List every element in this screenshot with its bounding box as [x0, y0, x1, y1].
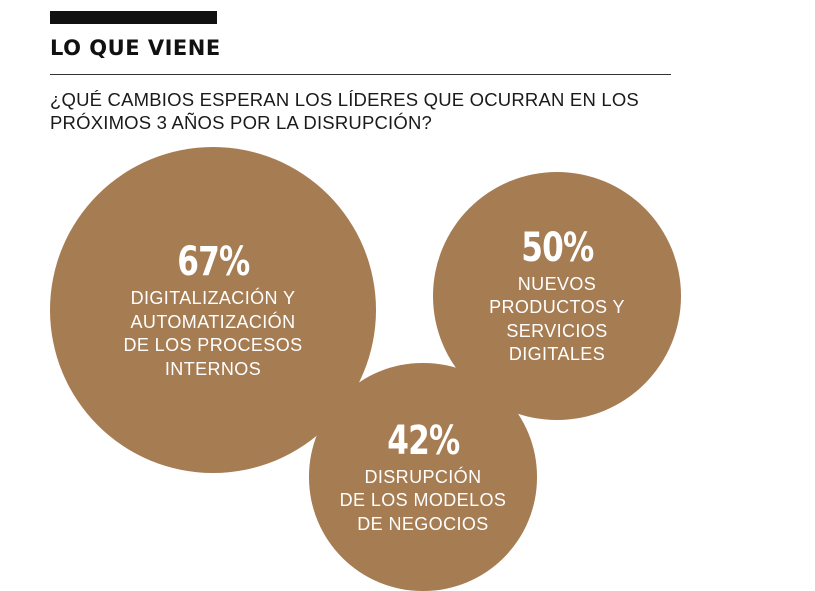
bubble-nuevos-productos: 50% NUEVOS PRODUCTOS Y SERVICIOS DIGITAL… [433, 172, 681, 420]
bubble-label: NUEVOS PRODUCTOS Y SERVICIOS DIGITALES [489, 273, 625, 365]
bubble-value: 67% [176, 239, 250, 285]
bubble-value: 50% [520, 224, 594, 271]
bubble-value: 42% [386, 417, 460, 464]
divider [50, 74, 671, 75]
chart-question: ¿QUÉ CAMBIOS ESPERAN LOS LÍDERES QUE OCU… [50, 89, 639, 133]
bubble-label: DISRUPCIÓN DE LOS MODELOS DE NEGOCIOS [339, 466, 507, 534]
bubble-label: DIGITALIZACIÓN Y AUTOMATIZACIÓN DE LOS P… [123, 288, 303, 379]
accent-bar [50, 11, 217, 24]
section-title: LO QUE VIENE [50, 36, 221, 60]
bubble-digitalizacion: 67% DIGITALIZACIÓN Y AUTOMATIZACIÓN DE L… [50, 147, 376, 473]
bubble-disrupcion: 42% DISRUPCIÓN DE LOS MODELOS DE NEGOCIO… [309, 363, 537, 591]
